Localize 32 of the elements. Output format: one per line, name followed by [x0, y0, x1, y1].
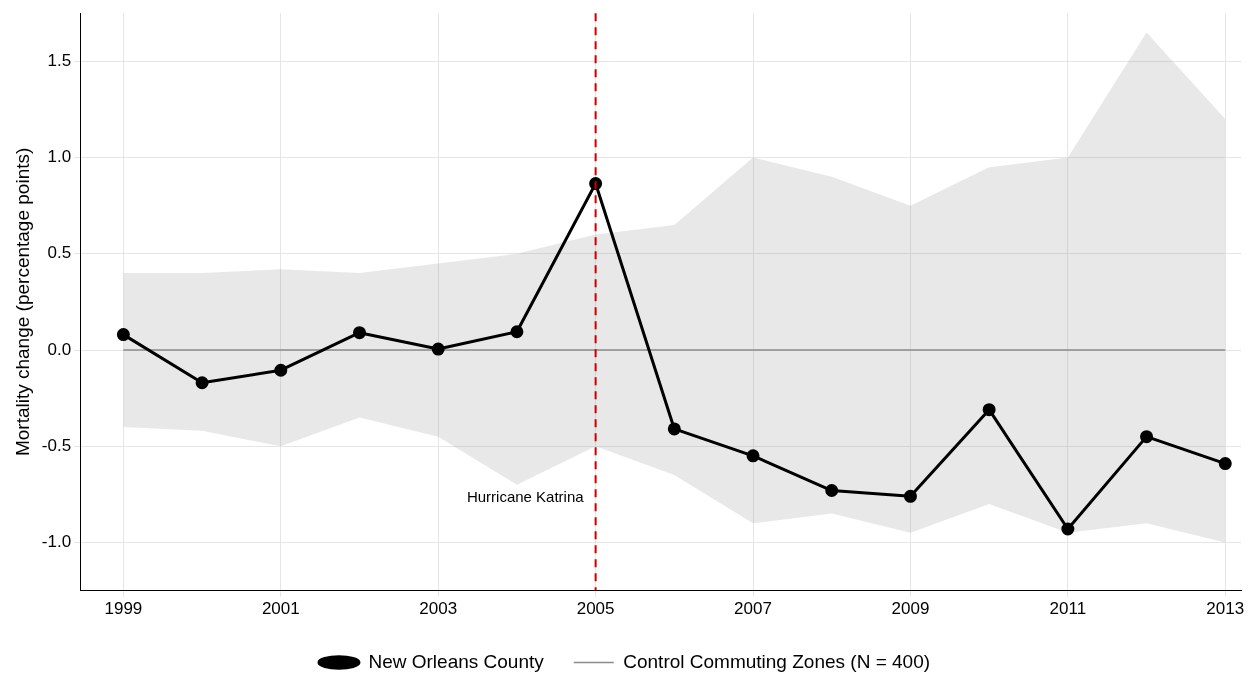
x-tick-label: 2003	[419, 599, 458, 619]
point	[353, 326, 366, 340]
point	[274, 363, 288, 377]
y-axis-title: Mortality change (percentage points)	[11, 147, 33, 457]
y-tick-label: 1.5	[47, 51, 72, 70]
x-tick-label: 2007	[734, 599, 772, 619]
point	[116, 328, 130, 342]
x-tick-label: 2001	[261, 599, 300, 619]
x-tick-label: 2005	[576, 599, 615, 619]
point	[903, 489, 917, 503]
point	[510, 325, 524, 339]
point	[195, 376, 209, 390]
ref-line-label: Hurricane Katrina	[466, 488, 585, 506]
point	[431, 342, 445, 356]
x-tick-label: 2009	[891, 599, 930, 619]
x-tick-label: 2011	[1049, 599, 1087, 619]
x-tick-label: 1999	[104, 599, 143, 619]
y-tick-label: 1.0	[47, 147, 72, 167]
y-tick-label: 0.0	[47, 339, 72, 359]
x-tick-label: 2013	[1206, 599, 1245, 619]
point	[667, 422, 681, 436]
point	[746, 449, 760, 463]
legend-label: New Orleans County	[368, 650, 545, 672]
y-tick-label: -0.5	[41, 435, 72, 455]
y-tick-label: 0.5	[47, 243, 72, 263]
legend-label: Control Commuting Zones (N = 400)	[623, 650, 931, 672]
point	[825, 484, 839, 498]
y-tick-label: -1.0	[41, 532, 72, 552]
point	[1140, 430, 1154, 444]
point	[1218, 457, 1232, 471]
point	[982, 403, 996, 417]
point	[1061, 522, 1075, 536]
